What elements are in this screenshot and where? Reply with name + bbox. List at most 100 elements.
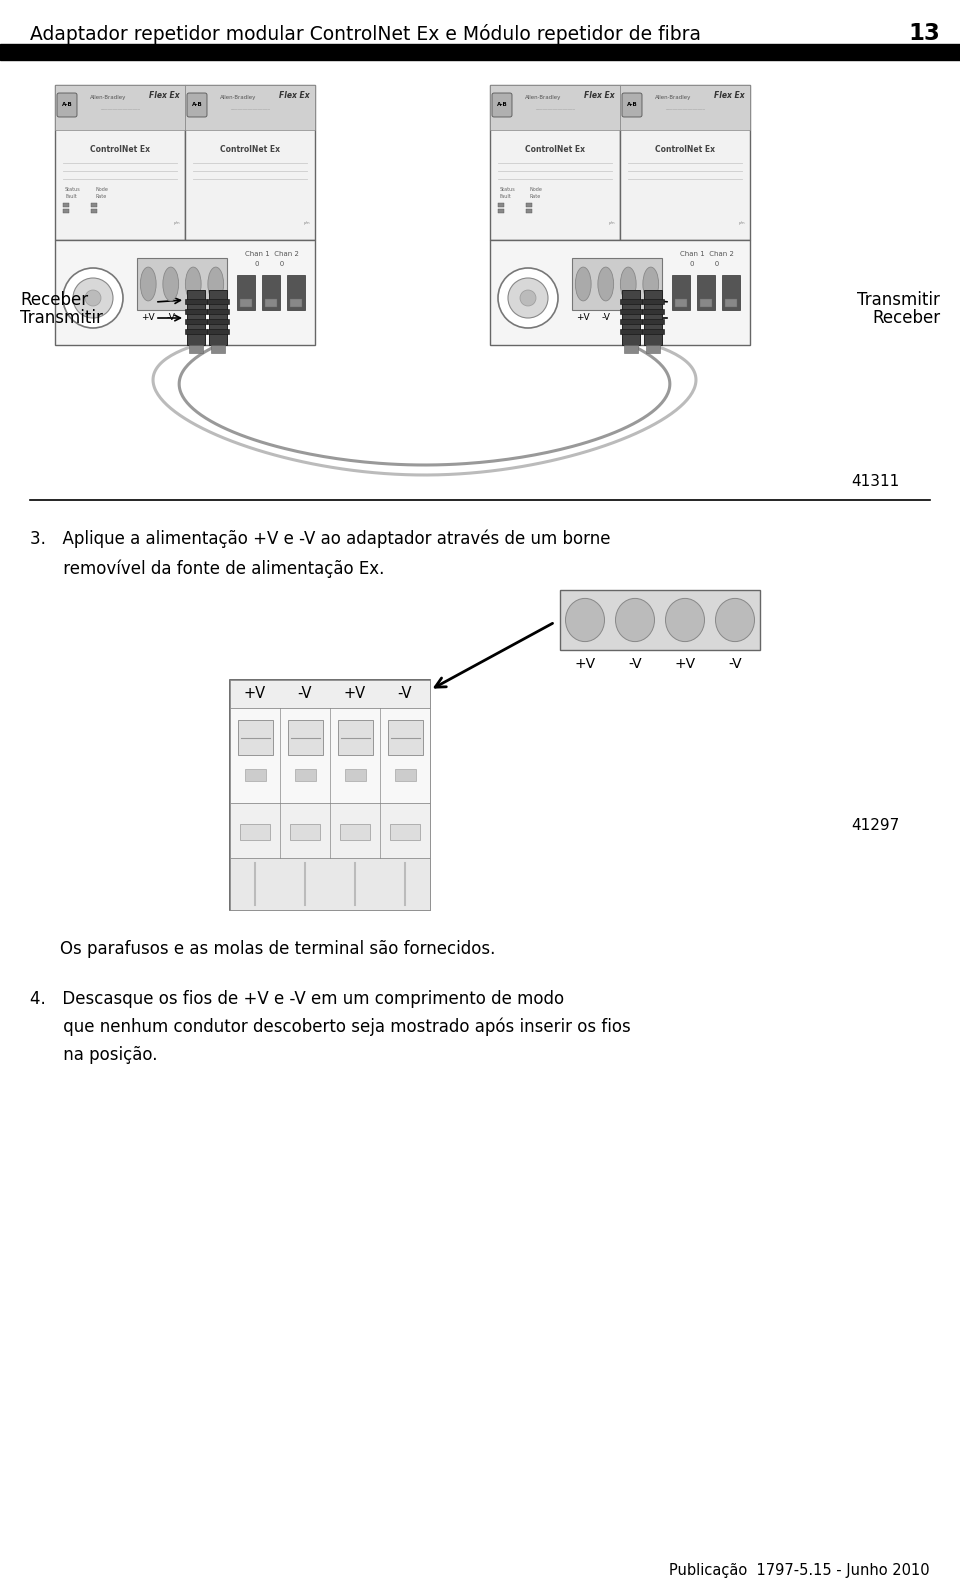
Bar (390, 824, 420, 840)
Text: Flex Ex: Flex Ex (150, 91, 180, 99)
Bar (230, 707, 430, 803)
Bar (697, 276, 715, 311)
Text: -V: -V (628, 656, 642, 671)
Ellipse shape (643, 268, 659, 301)
Bar (388, 720, 422, 755)
Bar (498, 209, 504, 213)
Text: -V: -V (601, 314, 611, 322)
Bar (490, 241, 750, 346)
Text: -V: -V (166, 314, 175, 322)
Text: ControlNet Ex: ControlNet Ex (655, 145, 715, 155)
Text: +V: +V (344, 687, 366, 701)
Ellipse shape (665, 599, 705, 642)
Bar (620, 330, 642, 335)
Bar (185, 84, 315, 241)
Text: Status
Fault: Status Fault (500, 188, 516, 199)
Bar (55, 84, 185, 131)
Bar (642, 330, 664, 335)
Text: Receber: Receber (20, 292, 88, 309)
Bar (55, 84, 185, 241)
Bar (642, 309, 664, 314)
Text: ________________: ________________ (100, 105, 140, 110)
Bar (560, 589, 760, 650)
Text: Receber: Receber (872, 309, 940, 327)
Text: ControlNet Ex: ControlNet Ex (220, 145, 280, 155)
Ellipse shape (208, 268, 224, 301)
Ellipse shape (620, 268, 636, 301)
Text: Allen-Bradley: Allen-Bradley (525, 94, 562, 99)
Bar (207, 299, 229, 304)
Text: 3. Aplique a alimentação +V e -V ao adaptador através de um borne: 3. Aplique a alimentação +V e -V ao adap… (30, 530, 611, 548)
Bar (237, 276, 255, 311)
Text: A-B: A-B (61, 102, 72, 107)
Bar (211, 346, 225, 354)
Text: +V: +V (186, 314, 200, 322)
Bar (207, 319, 229, 323)
Bar (620, 319, 642, 323)
Bar (189, 346, 203, 354)
Circle shape (73, 279, 113, 319)
Bar (672, 276, 690, 311)
Ellipse shape (615, 599, 655, 642)
Bar (91, 202, 97, 207)
Bar (63, 202, 69, 207)
Text: -V: -V (397, 687, 412, 701)
Text: 41297: 41297 (852, 817, 900, 833)
Text: Adaptador repetidor modular ControlNet Ex e Módulo repetidor de fibra: Adaptador repetidor modular ControlNet E… (30, 24, 701, 45)
Text: que nenhum condutor descoberto seja mostrado após inserir os fios: que nenhum condutor descoberto seja most… (30, 1018, 631, 1037)
Bar (675, 299, 687, 307)
Bar (185, 309, 207, 314)
Ellipse shape (163, 268, 179, 301)
Bar (230, 680, 430, 910)
Bar (624, 346, 638, 354)
Bar (722, 276, 740, 311)
Bar (185, 299, 207, 304)
Bar (620, 84, 750, 241)
Bar (287, 276, 305, 311)
Bar (265, 299, 277, 307)
FancyBboxPatch shape (492, 92, 512, 116)
Bar (526, 209, 532, 213)
Text: -V: -V (298, 687, 312, 701)
Text: ControlNet Ex: ControlNet Ex (90, 145, 150, 155)
Text: +V: +V (576, 314, 590, 322)
Bar (185, 319, 207, 323)
Bar (526, 202, 532, 207)
Ellipse shape (565, 599, 605, 642)
Text: Node
Rate: Node Rate (95, 188, 108, 199)
Text: p/n: p/n (174, 221, 180, 225)
Text: Flex Ex: Flex Ex (585, 91, 615, 99)
Bar (345, 769, 366, 781)
Text: +V: +V (675, 656, 696, 671)
Text: p/n: p/n (738, 221, 745, 225)
Bar (290, 824, 320, 840)
Text: Allen-Bradley: Allen-Bradley (220, 94, 256, 99)
Text: Allen-Bradley: Allen-Bradley (655, 94, 691, 99)
Bar (55, 241, 315, 346)
Circle shape (63, 268, 123, 328)
Text: Chan 1  Chan 2: Chan 1 Chan 2 (680, 252, 733, 256)
Bar (290, 299, 302, 307)
Circle shape (508, 279, 548, 319)
Bar (230, 859, 430, 910)
Bar (642, 319, 664, 323)
Bar (185, 84, 315, 131)
Text: removível da fonte de alimentação Ex.: removível da fonte de alimentação Ex. (30, 561, 384, 578)
Bar (490, 84, 620, 241)
Bar (338, 720, 372, 755)
Text: Flex Ex: Flex Ex (279, 91, 310, 99)
FancyBboxPatch shape (622, 92, 642, 116)
Bar (185, 330, 207, 335)
Text: 13: 13 (908, 22, 940, 46)
Bar (620, 299, 642, 304)
Text: Node
Rate: Node Rate (530, 188, 542, 199)
Text: Transmitir: Transmitir (857, 292, 940, 309)
Text: ________________: ________________ (230, 105, 270, 110)
Ellipse shape (575, 268, 591, 301)
Circle shape (498, 268, 558, 328)
Text: 0         0: 0 0 (690, 261, 719, 268)
Text: Os parafusos e as molas de terminal são fornecidos.: Os parafusos e as molas de terminal são … (60, 940, 495, 957)
Text: +V: +V (141, 314, 156, 322)
Bar (395, 769, 416, 781)
Bar (209, 290, 227, 346)
